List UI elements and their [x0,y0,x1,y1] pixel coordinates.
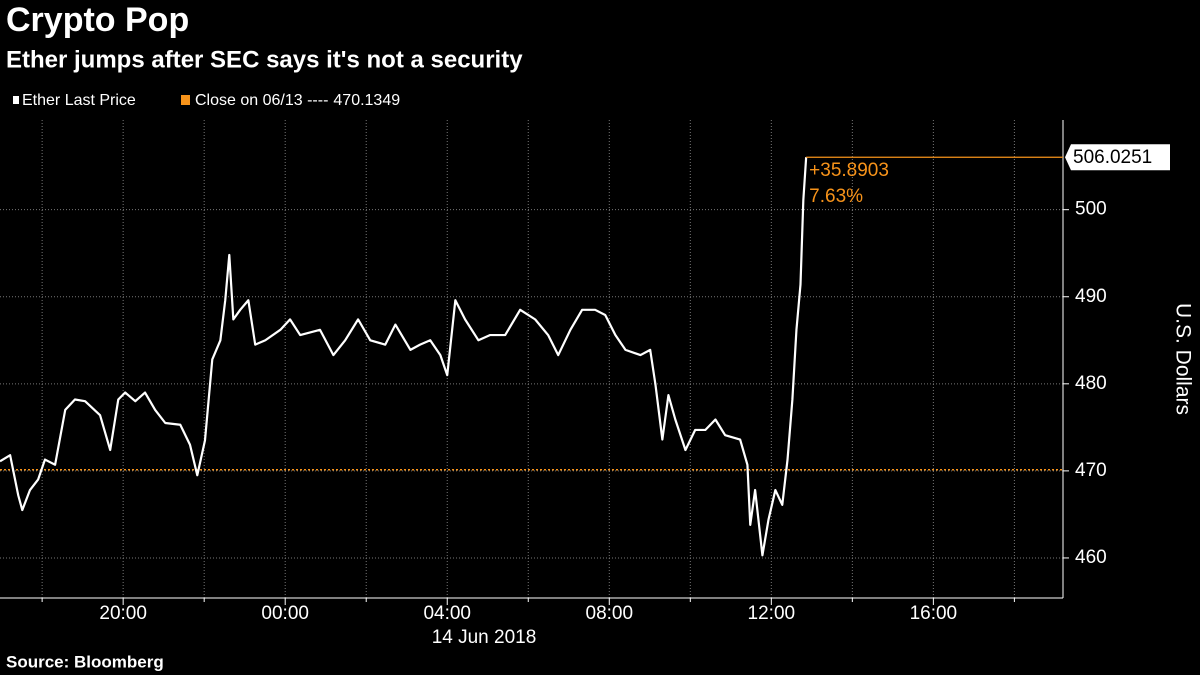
y-tick-label: 500 [1075,199,1107,220]
x-tick-label: 04:00 [423,603,471,624]
y-tick-label: 460 [1075,547,1107,568]
last-price-label: 506.0251 [1073,147,1152,168]
legend-value: 470.1349 [333,92,400,109]
legend-swatch [13,96,19,104]
x-tick-label: 08:00 [586,603,634,624]
x-axis-date-label: 14 Jun 2018 [432,627,537,648]
y-tick-label: 480 [1075,373,1107,394]
legend-label: Ether Last Price [22,92,136,109]
annotation: 7.63% [809,186,863,207]
legend-swatch [181,95,190,105]
x-tick-label: 12:00 [748,603,796,624]
x-tick-label: 16:00 [910,603,958,624]
y-tick-label: 470 [1075,460,1107,481]
chart-title: Crypto Pop [6,1,189,39]
legend-label: Close on 06/13 ---- [195,92,328,109]
annotation: +35.8903 [809,160,889,181]
x-tick-label: 20:00 [99,603,147,624]
price-line [0,157,808,557]
chart-subtitle: Ether jumps after SEC says it's not a se… [6,46,523,73]
source: Source: Bloomberg [6,652,164,671]
y-axis-label: U.S. Dollars [1171,303,1194,415]
y-tick-label: 490 [1075,286,1107,307]
x-tick-label: 00:00 [261,603,309,624]
last-price-box [1065,144,1170,171]
